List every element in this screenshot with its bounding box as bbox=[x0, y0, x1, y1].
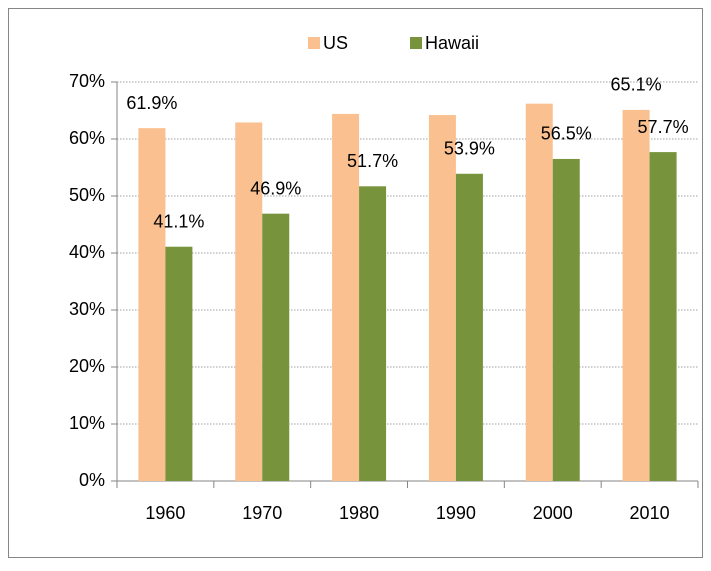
y-tick-label: 50% bbox=[69, 185, 105, 205]
y-tick-label: 60% bbox=[69, 128, 105, 148]
x-tick-label: 2010 bbox=[630, 503, 670, 523]
x-tick-label: 1980 bbox=[339, 503, 379, 523]
bar bbox=[622, 109, 650, 482]
data-label: 41.1% bbox=[153, 211, 204, 231]
data-label: 53.9% bbox=[444, 139, 495, 159]
data-label: 51.7% bbox=[347, 151, 398, 171]
data-label: 57.7% bbox=[638, 117, 689, 137]
legend-swatch bbox=[410, 37, 423, 49]
x-tick-label: 1990 bbox=[436, 503, 476, 523]
bar bbox=[359, 186, 387, 481]
x-tick-label: 2000 bbox=[533, 503, 573, 523]
data-label: 46.9% bbox=[250, 178, 301, 198]
bar bbox=[235, 122, 263, 481]
y-tick-label: 20% bbox=[69, 356, 105, 376]
y-tick-label: 0% bbox=[79, 470, 105, 490]
data-label: 56.5% bbox=[541, 124, 592, 144]
y-tick-label: 70% bbox=[69, 71, 105, 91]
bar bbox=[262, 213, 290, 482]
legend-swatch bbox=[308, 37, 320, 49]
bar bbox=[428, 115, 456, 481]
data-label: 65.1% bbox=[611, 75, 662, 95]
data-label: 61.9% bbox=[126, 93, 177, 113]
x-tick-label: 1960 bbox=[145, 503, 185, 523]
legend-label: US bbox=[323, 33, 348, 53]
y-tick-label: 40% bbox=[69, 242, 105, 262]
legend-label: Hawaii bbox=[425, 33, 479, 53]
y-tick-label: 10% bbox=[69, 413, 105, 433]
bar bbox=[138, 128, 166, 482]
bar bbox=[525, 103, 553, 481]
bar bbox=[552, 158, 580, 481]
bar bbox=[165, 246, 193, 481]
bar bbox=[455, 173, 483, 481]
bar bbox=[332, 113, 360, 482]
bar bbox=[649, 152, 677, 482]
x-tick-label: 1970 bbox=[242, 503, 282, 523]
y-tick-label: 30% bbox=[69, 299, 105, 319]
